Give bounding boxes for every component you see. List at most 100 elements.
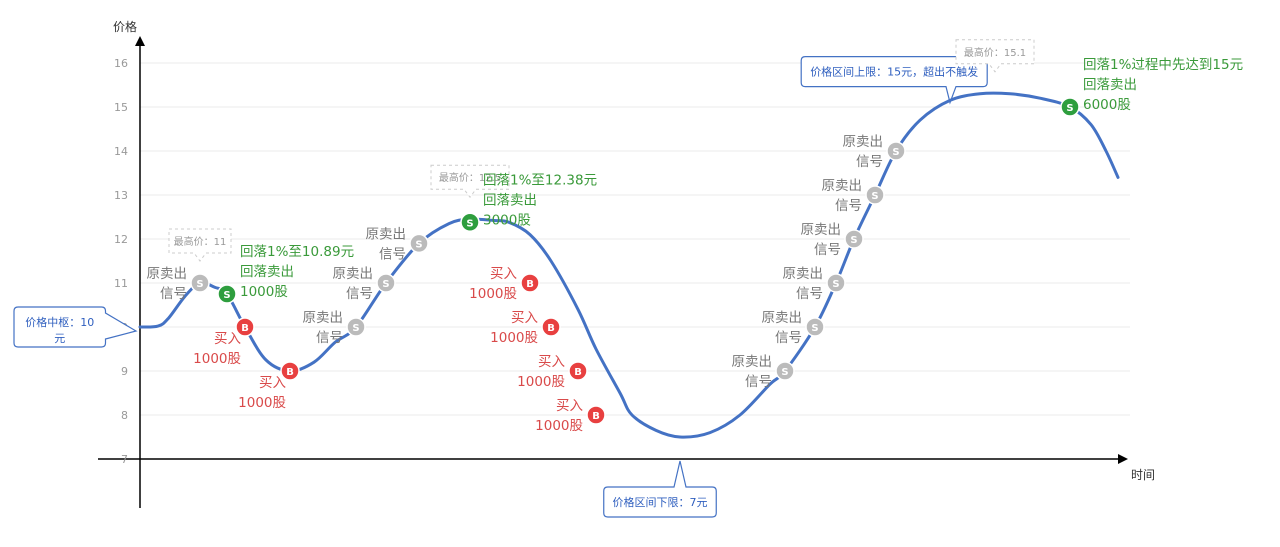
signal-label: 原卖出	[366, 226, 407, 242]
callout-text: 价格区间下限：7元	[613, 495, 708, 509]
marker-letter: S	[811, 323, 818, 334]
buy-marker: B	[280, 361, 300, 381]
signal-label: 信号	[745, 374, 772, 390]
marker-dot	[1060, 97, 1080, 117]
signal-label: 1000股	[490, 330, 538, 346]
max-price-text: 最高价：11	[174, 235, 227, 248]
y-tick-label: 15	[114, 101, 128, 114]
signal-label: 回落1%过程中先达到15元	[1083, 57, 1243, 73]
signal-label: 原卖出	[783, 266, 824, 282]
signal-label: 原卖出	[147, 266, 188, 282]
marker-dot	[280, 361, 300, 381]
max-price-box: 最高价：15.1	[955, 39, 1035, 73]
x-axis-title: 时间	[1131, 468, 1155, 482]
y-tick-label: 7	[121, 453, 128, 466]
sell-marker: S	[346, 317, 366, 337]
marker-dot	[844, 229, 864, 249]
marker-dot	[217, 284, 237, 304]
buy-marker: B	[568, 361, 588, 381]
sell-marker: S	[775, 361, 795, 381]
signal-label: 原卖出	[822, 178, 863, 194]
y-tick-label: 14	[114, 145, 128, 158]
y-tick-labels: 78910111213141516	[114, 57, 128, 466]
signal-label: 原卖出	[732, 354, 773, 370]
callout-frame	[603, 460, 717, 518]
buy-marker: B	[235, 317, 255, 337]
marker-dot	[235, 317, 255, 337]
signal-label: 信号	[379, 246, 406, 262]
sell-marker: S	[844, 229, 864, 249]
signal-label: 6000股	[1083, 97, 1131, 113]
marker-letter: S	[223, 290, 230, 301]
signal-label: 买入	[538, 354, 566, 370]
signal-label: 回落1%至12.38元	[483, 172, 597, 188]
marker-letter: S	[352, 323, 359, 334]
marker-dot	[886, 141, 906, 161]
marker-dot	[346, 317, 366, 337]
signal-label: 原卖出	[333, 266, 374, 282]
signal-label: 1000股	[517, 374, 565, 390]
marker-dot	[190, 273, 210, 293]
marker-dot	[568, 361, 588, 381]
y-tick-label: 12	[114, 233, 128, 246]
marker-dot	[775, 361, 795, 381]
signal-label: 原卖出	[801, 222, 842, 238]
sell-marker: S	[805, 317, 825, 337]
y-tick-label: 11	[114, 277, 128, 290]
marker-dot	[409, 233, 429, 254]
buy-marker: B	[541, 317, 561, 337]
marker-letter: B	[286, 367, 294, 378]
callout: 价格区间下限：7元	[603, 460, 717, 518]
max-price-boxes: 最高价：11 最高价：12.5 最高价：15.1	[168, 39, 1035, 262]
y-axis-title: 价格	[113, 19, 137, 34]
signal-labels: 原卖出信号回落1%至10.89元回落卖出1000股买入1000股买入1000股原…	[147, 57, 1244, 434]
marker-dot	[805, 317, 825, 337]
callout-text: 价格中枢：10	[25, 315, 94, 329]
marker-dot	[541, 317, 561, 337]
marker-dot	[865, 185, 885, 205]
signal-label: 1000股	[193, 351, 241, 367]
sell-marker: S	[460, 212, 480, 233]
marker-letter: S	[781, 367, 788, 378]
signal-label: 信号	[775, 330, 802, 346]
sell-marker: S	[409, 233, 429, 254]
signal-label: 买入	[511, 310, 539, 326]
signal-label: 3000股	[483, 212, 531, 228]
signal-label: 买入	[490, 266, 518, 282]
grid-lines	[140, 62, 1130, 416]
signal-label: 回落1%至10.89元	[240, 244, 354, 260]
callout: 价格中枢：10 元	[13, 306, 138, 348]
marker-letter: B	[592, 411, 600, 422]
signal-label: 1000股	[469, 286, 517, 302]
sell-marker: S	[1060, 97, 1080, 117]
signal-label: 信号	[856, 154, 883, 170]
marker-dot	[586, 405, 606, 425]
marker-dot	[460, 212, 480, 233]
signal-label: 原卖出	[762, 310, 803, 326]
max-price-text: 最高价：12.5	[439, 171, 501, 184]
marker-letter: S	[871, 191, 878, 202]
sell-marker: S	[217, 284, 237, 304]
signal-markers: S S B B S S S S B B B B S S S S S S S	[190, 97, 1080, 425]
signal-label: 信号	[316, 330, 343, 346]
signal-label: 原卖出	[843, 134, 884, 150]
max-price-text: 最高价：15.1	[964, 46, 1026, 59]
price-line	[138, 91, 1120, 439]
signal-label: 1000股	[240, 284, 288, 300]
marker-letter: S	[196, 279, 203, 290]
y-tick-label: 9	[121, 365, 128, 378]
signal-label: 回落卖出	[240, 264, 294, 280]
marker-dot	[826, 273, 846, 293]
marker-dot	[520, 273, 540, 293]
callout-text: 价格区间上限：15元，超出不触发	[810, 65, 978, 79]
sell-marker: S	[826, 273, 846, 293]
signal-label: 买入	[259, 375, 286, 391]
callout-frame	[13, 306, 138, 348]
signal-label: 原卖出	[303, 310, 344, 326]
callout-text: 元	[54, 332, 65, 345]
max-price-frame	[430, 164, 510, 199]
signal-label: 信号	[835, 198, 862, 214]
marker-letter: S	[466, 218, 473, 229]
